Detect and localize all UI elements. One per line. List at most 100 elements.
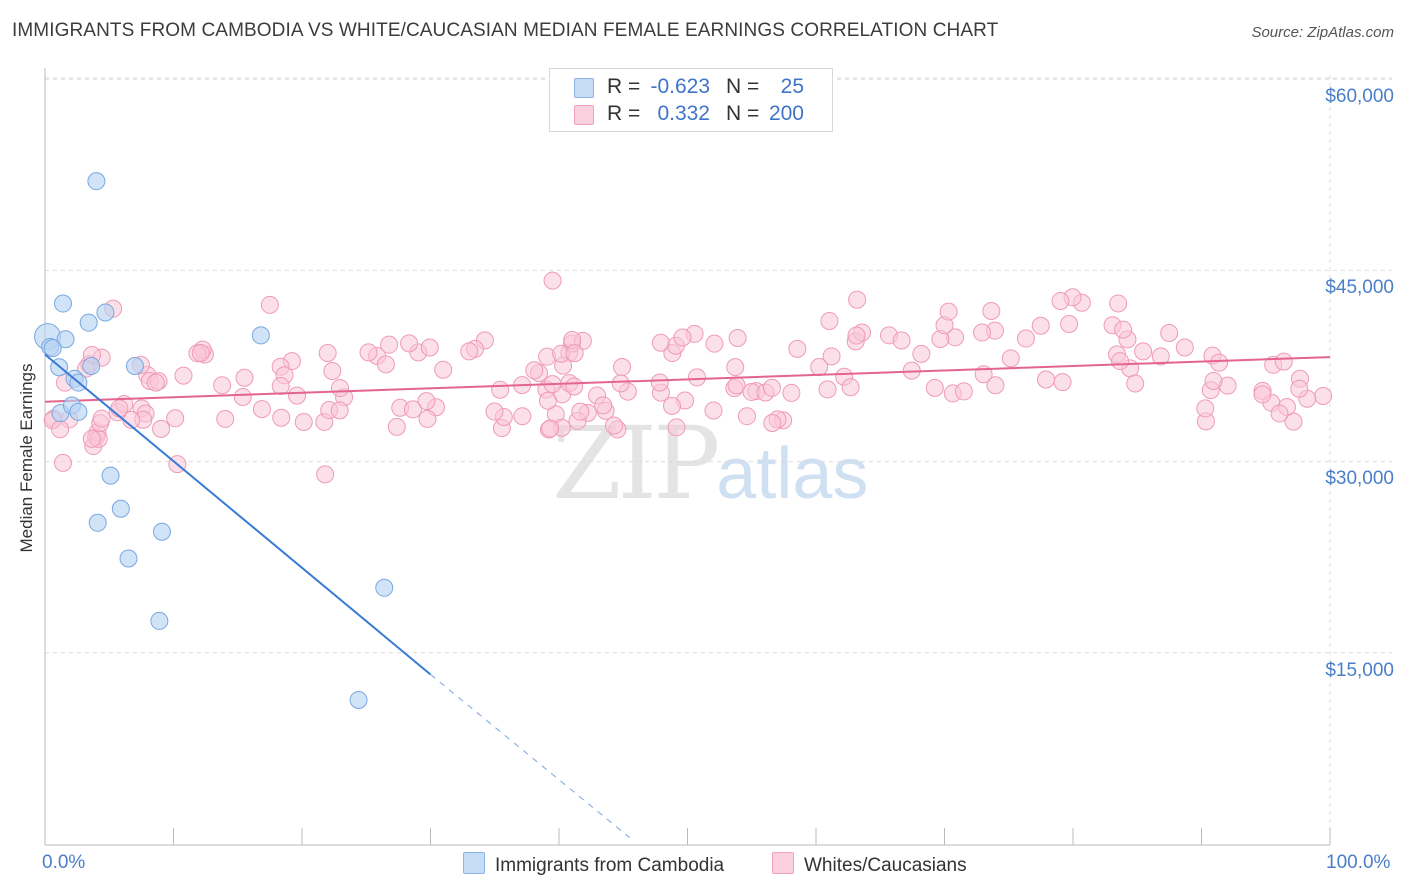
r-value: 0.332	[657, 102, 710, 125]
point-whites	[763, 414, 782, 433]
point-whites	[1290, 379, 1309, 398]
point-whites	[235, 368, 254, 387]
swatch-cambodia	[574, 78, 594, 98]
n-value: 200	[768, 102, 804, 125]
point-whites	[687, 368, 706, 387]
point-whites	[571, 402, 590, 421]
y-tick-label-45000: $45,000	[1325, 277, 1394, 298]
point-whites	[594, 396, 613, 415]
point-cambodia	[125, 357, 144, 375]
point-whites	[260, 295, 279, 314]
point-whites	[762, 378, 781, 397]
point-whites	[673, 328, 692, 347]
point-whites	[1204, 371, 1223, 390]
point-whites	[51, 420, 70, 439]
point-whites	[1175, 338, 1194, 357]
point-whites	[728, 328, 747, 347]
n-value: 25	[780, 75, 804, 98]
point-whites	[400, 334, 419, 353]
point-whites	[822, 347, 841, 366]
legend-item-whites[interactable]: Whites/Caucasians	[772, 852, 967, 877]
point-whites	[525, 361, 544, 380]
chart-title: IMMIGRANTS FROM CAMBODIA VS WHITE/CAUCAS…	[12, 20, 999, 41]
point-whites	[1151, 347, 1170, 366]
source-label: Source: ZipAtlas.com	[1251, 24, 1394, 41]
legend-swatch-whites	[772, 852, 794, 874]
watermark-atlas: atlas	[716, 434, 869, 514]
point-whites	[252, 400, 271, 419]
legend-label-cambodia: Immigrants from Cambodia	[495, 855, 725, 876]
point-whites	[1160, 323, 1179, 342]
point-whites	[1270, 404, 1289, 423]
point-whites	[611, 374, 630, 393]
point-whites	[1053, 373, 1072, 392]
point-whites	[288, 386, 307, 405]
n-key: N =	[726, 75, 760, 98]
point-cambodia	[96, 303, 115, 322]
point-whites	[1210, 353, 1229, 372]
point-whites	[847, 326, 866, 345]
point-whites	[1314, 386, 1333, 405]
trendline-cambodia-extension	[430, 674, 631, 839]
point-whites	[841, 378, 860, 397]
point-whites	[82, 429, 101, 448]
point-whites	[541, 419, 560, 438]
point-whites	[1114, 320, 1133, 339]
point-whites	[892, 331, 911, 350]
point-whites	[387, 417, 406, 436]
point-whites	[271, 377, 290, 396]
point-cambodia	[152, 522, 171, 541]
n-key: N =	[726, 102, 760, 125]
point-whites	[982, 302, 1001, 321]
point-whites	[605, 416, 624, 435]
point-whites	[1134, 342, 1153, 361]
point-cambodia	[69, 402, 88, 421]
point-whites	[954, 382, 973, 401]
point-cambodia	[56, 330, 75, 349]
point-whites	[1274, 352, 1293, 371]
point-whites	[491, 380, 510, 399]
point-whites	[216, 409, 235, 428]
point-whites	[1060, 314, 1079, 333]
point-whites	[460, 342, 479, 361]
point-whites	[359, 343, 378, 362]
point-whites	[704, 401, 723, 420]
point-whites	[651, 333, 670, 352]
watermark: ZIPatlas	[552, 405, 868, 522]
stats-legend: R = -0.623 N = 25 R = 0.332 N = 200	[549, 68, 833, 132]
point-whites	[191, 343, 210, 362]
point-whites	[330, 401, 349, 420]
point-whites	[788, 339, 807, 358]
point-whites	[667, 418, 686, 437]
r-key: R =	[607, 102, 641, 125]
point-cambodia	[251, 326, 270, 345]
point-whites	[737, 407, 756, 426]
point-whites	[92, 409, 111, 428]
point-whites	[543, 271, 562, 290]
trendline-whites	[44, 356, 1331, 403]
legend-label-whites: Whites/Caucasians	[804, 855, 967, 876]
point-whites	[485, 402, 504, 421]
point-whites	[705, 334, 724, 353]
y-tick-label-30000: $30,000	[1325, 468, 1394, 489]
r-key: R =	[607, 75, 641, 98]
point-whites	[782, 383, 801, 402]
point-whites	[53, 453, 72, 472]
point-whites	[810, 358, 829, 377]
point-whites	[434, 360, 453, 379]
r-value: -0.623	[650, 75, 710, 98]
point-whites	[650, 373, 669, 392]
point-whites	[1109, 294, 1128, 313]
point-whites	[403, 400, 422, 419]
point-whites	[848, 290, 867, 309]
point-whites	[417, 392, 436, 411]
point-whites	[418, 409, 437, 428]
point-cambodia	[101, 466, 120, 485]
point-whites	[166, 409, 185, 428]
legend-item-cambodia[interactable]: Immigrants from Cambodia	[463, 852, 724, 877]
point-cambodia	[43, 339, 62, 358]
point-whites	[662, 396, 681, 415]
point-whites	[174, 366, 193, 385]
point-whites	[1016, 329, 1035, 348]
point-whites	[1036, 370, 1055, 389]
